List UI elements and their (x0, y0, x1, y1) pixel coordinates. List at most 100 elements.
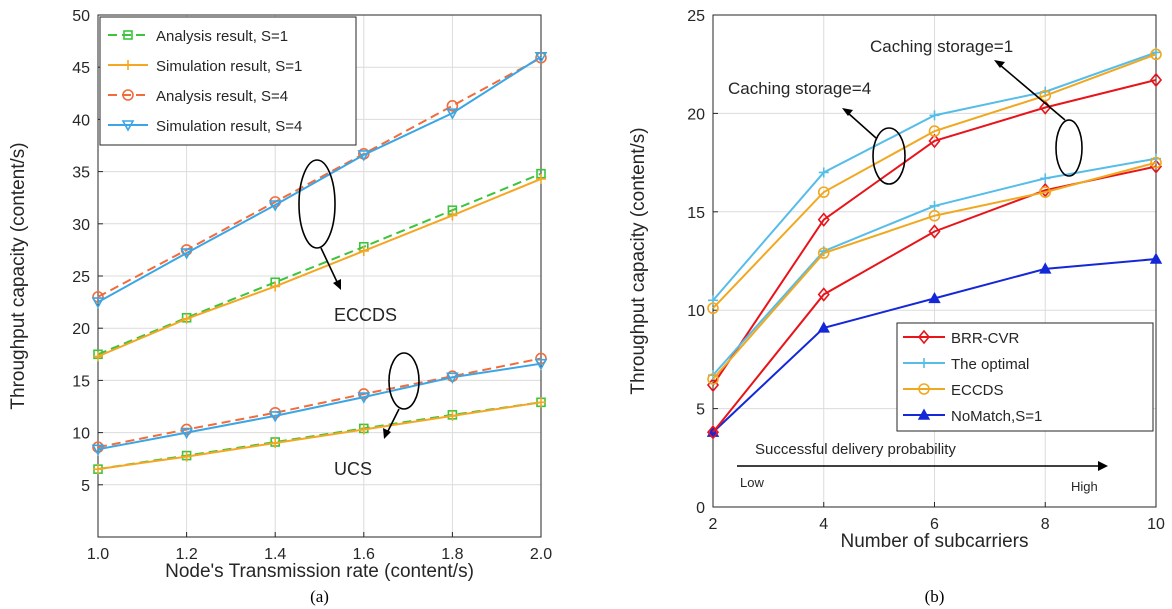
legend-label: Simulation result, S=1 (156, 58, 302, 75)
data-point (357, 392, 371, 404)
data-point (1150, 156, 1162, 169)
annotation-text: ECCDS (334, 305, 397, 325)
annotations: Caching storage=1 Caching storage=4 Succes… (728, 37, 1108, 494)
data-point (929, 110, 940, 121)
legend-box (99, 16, 357, 146)
data-point (268, 200, 282, 212)
annotations: ECCDS UCS (298, 159, 420, 479)
y-tick-label: 15 (687, 205, 705, 222)
legend-label: ECCDS (951, 382, 1004, 399)
y-axis-label: Throughput capacity (content/s) (628, 127, 649, 394)
annotation-text: UCS (334, 459, 372, 479)
y-tick-label: 20 (687, 106, 705, 123)
data-point (357, 150, 371, 162)
annotation-arrow (320, 247, 339, 285)
data-point (929, 200, 940, 211)
arrow-head (842, 108, 853, 116)
data-point (180, 427, 193, 440)
annotation-text: Low (740, 475, 764, 490)
data-point (180, 248, 193, 260)
arrow-head (1098, 461, 1108, 471)
legend-marker (918, 383, 930, 395)
arrow-head (333, 279, 341, 290)
data-point (1039, 89, 1052, 102)
x-tick-label: 1.2 (175, 546, 197, 563)
y-tick-label: 35 (72, 165, 90, 182)
data-point (817, 287, 830, 302)
legend-marker (917, 329, 931, 345)
legend-marker (123, 60, 133, 70)
series-line (97, 357, 542, 449)
legend-label: Analysis result, S=4 (156, 88, 288, 105)
data-point (91, 297, 105, 309)
x-tick-label: 1.8 (441, 546, 463, 563)
series-line (97, 172, 542, 356)
data-point (447, 410, 458, 421)
series-line (712, 78, 1157, 386)
legend-box (896, 322, 1154, 432)
data-point (1149, 252, 1163, 264)
ellipse-annotation (388, 352, 420, 410)
legend-label: NoMatch,S=1 (951, 408, 1042, 425)
legend: BRR-CVR The optimal ECCDS NoMatch,S=1 (896, 322, 1154, 432)
data-point (928, 125, 941, 137)
series-line (712, 161, 1157, 380)
panel-caption: (b) (925, 587, 945, 606)
data-point (818, 167, 829, 178)
arrow-head (994, 60, 1005, 68)
data-point (707, 373, 719, 385)
data-point (93, 464, 103, 475)
legend-label: Simulation result, S=4 (156, 118, 302, 135)
data-point (446, 372, 459, 384)
data-point (270, 281, 281, 292)
data-point (707, 302, 719, 315)
legend-marker (917, 408, 931, 420)
data-point (1039, 262, 1052, 274)
y-tick-label: 0 (696, 500, 705, 517)
data-point (1149, 159, 1163, 174)
x-tick-label: 2 (709, 516, 718, 533)
data-point (358, 424, 369, 435)
data-point (534, 358, 548, 371)
series-line (97, 362, 542, 451)
series-line (712, 53, 1157, 309)
y-tick-label: 40 (72, 112, 90, 129)
chart-panel-a: 1.0 1.2 1.4 1.6 1.8 2.0 5 10 15 20 25 30 35 40 45 50 Nod… (8, 8, 552, 606)
series-line (97, 55, 542, 303)
legend-label: Analysis result, S=1 (156, 28, 288, 45)
x-tick-label: 1.0 (87, 546, 109, 563)
legend-marker (919, 358, 929, 368)
y-tick-label: 25 (687, 8, 705, 25)
x-tick-label: 10 (1147, 516, 1165, 533)
x-tick-label: 8 (1041, 516, 1050, 533)
data-point (268, 411, 282, 423)
ellipse-annotation (298, 159, 336, 249)
annotation-text: Caching storage=1 (870, 37, 1013, 56)
data-point (928, 291, 941, 304)
y-tick-label: 10 (687, 303, 705, 320)
data-point (92, 441, 104, 454)
data-point (446, 108, 459, 120)
y-tick-label: 50 (72, 8, 90, 25)
data-point (93, 351, 103, 362)
annotation-text: Caching storage=4 (728, 79, 871, 98)
ellipse-annotation (1055, 119, 1083, 177)
data-point (817, 186, 830, 198)
y-tick-label: 45 (72, 60, 90, 77)
data-point (1040, 173, 1051, 184)
series-line (97, 177, 542, 358)
series-line (97, 401, 542, 471)
x-tick-label: 1.4 (264, 546, 286, 563)
data-point (1150, 48, 1162, 61)
y-tick-label: 5 (81, 478, 90, 495)
data-point (534, 51, 548, 64)
data-point (181, 451, 192, 462)
ellipse-annotation (872, 127, 906, 185)
chart-panel-b: 2 4 6 8 10 0 5 10 15 20 25 Number of subcarriers Thr… (628, 8, 1165, 606)
legend-marker (121, 120, 135, 132)
data-point (181, 313, 192, 324)
data-point (91, 444, 105, 456)
data-point (536, 173, 546, 184)
panel-caption: (a) (310, 587, 329, 606)
legend-label: The optimal (951, 356, 1029, 373)
